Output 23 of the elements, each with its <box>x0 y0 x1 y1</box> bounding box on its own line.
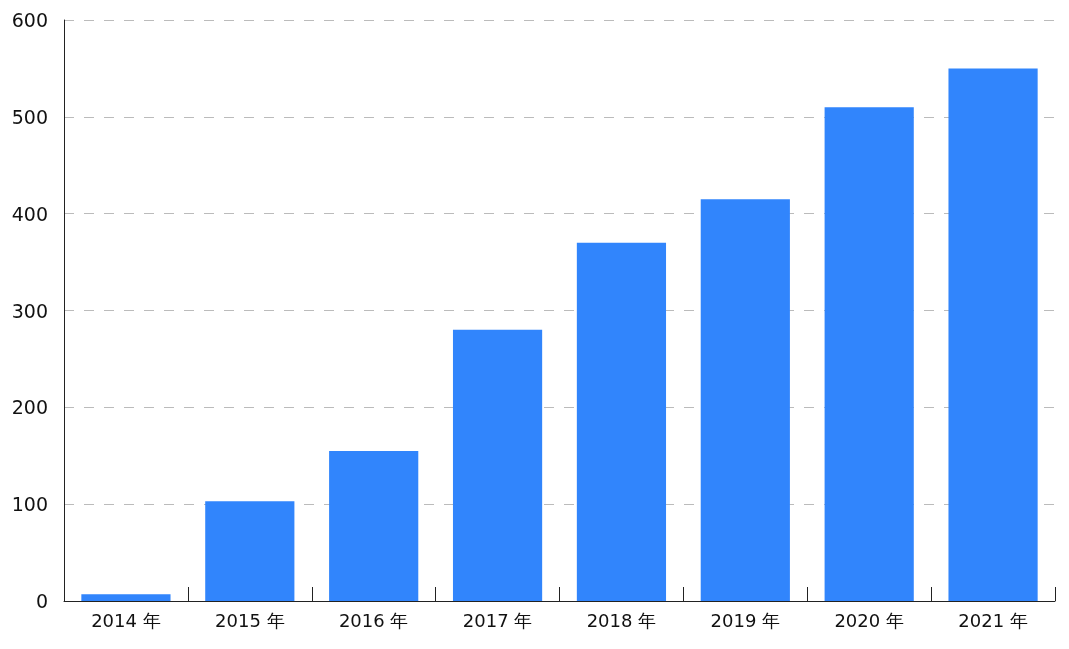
x-tick-label: 2021 年 <box>958 609 1028 631</box>
y-tick-label: 500 <box>11 105 48 128</box>
x-tick-label: 2016 年 <box>338 609 409 631</box>
x-tick-label: 2018 年 <box>586 609 657 631</box>
x-tick-label: 2014 年 <box>91 609 161 631</box>
y-tick-label: 300 <box>11 299 48 322</box>
bar <box>948 68 1038 601</box>
x-tick-label: 2020 年 <box>834 609 904 631</box>
bar <box>81 594 171 601</box>
bar <box>329 450 419 601</box>
x-tick-label: 2015 年 <box>215 609 285 631</box>
y-tick-label: 200 <box>11 396 48 419</box>
y-tick-label: 600 <box>11 9 48 31</box>
bar <box>205 501 295 601</box>
bar <box>700 199 790 601</box>
y-tick-label: 400 <box>11 202 48 225</box>
x-tick-label: 2019 年 <box>710 609 781 631</box>
x-tick-label: 2017 年 <box>462 609 533 631</box>
y-tick-label: 100 <box>11 493 48 516</box>
bar <box>452 329 543 601</box>
bar <box>824 107 914 601</box>
bar <box>576 242 667 601</box>
y-tick-label: 0 <box>35 590 48 612</box>
